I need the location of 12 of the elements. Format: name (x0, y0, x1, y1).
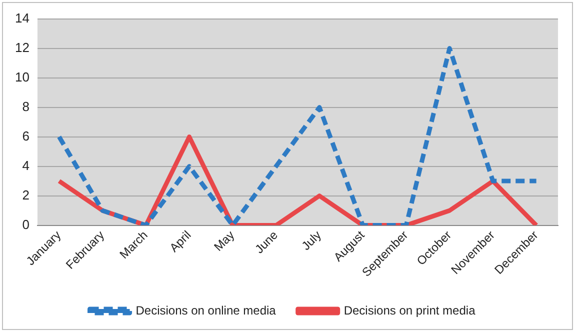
x-tick-label: July (298, 228, 324, 253)
y-tick-label: 6 (22, 128, 30, 144)
y-tick-label: 8 (22, 98, 30, 114)
y-tick-label: 12 (14, 40, 30, 55)
legend-label: Decisions on online media (136, 303, 276, 318)
y-tick-label: 4 (22, 158, 30, 173)
y-tick-label: 14 (14, 10, 30, 26)
y-tick-label: 0 (22, 216, 30, 232)
legend-label: Decisions on print media (344, 303, 476, 318)
y-tick-label: 2 (22, 187, 30, 202)
y-tick-label: 10 (14, 69, 30, 84)
x-tick-label: May (211, 228, 238, 254)
